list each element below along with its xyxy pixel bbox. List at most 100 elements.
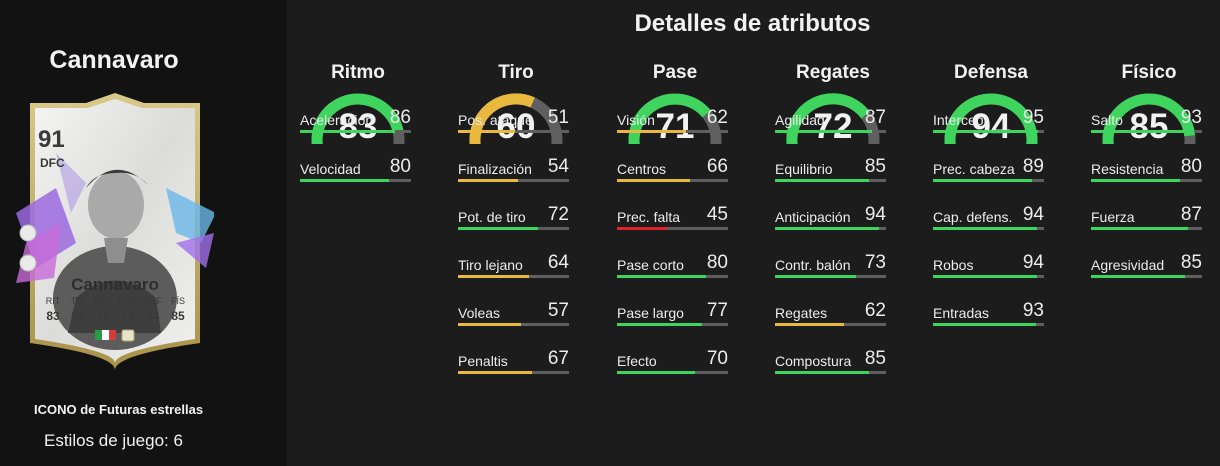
attribute-bar-track <box>617 179 728 182</box>
playstyles-count[interactable]: Estilos de juego: 6 <box>44 431 183 450</box>
attribute-name: Velocidad <box>300 161 361 177</box>
attribute-row[interactable]: Prec. falta 45 <box>617 204 728 231</box>
attribute-bar-fill <box>617 323 703 326</box>
attribute-bar-track <box>933 227 1044 230</box>
gauge-arc <box>628 93 722 144</box>
attribute-bar-fill <box>458 323 522 326</box>
gauge-fill <box>628 93 711 144</box>
category-title: Pase <box>652 62 698 83</box>
attribute-row[interactable]: Anticipación 94 <box>775 204 886 231</box>
attribute-row[interactable]: Robos 94 <box>933 252 1044 279</box>
attribute-row[interactable]: Pase largo 77 <box>617 300 728 327</box>
attribute-value: 51 <box>547 107 569 128</box>
attribute-bar-fill <box>458 275 530 278</box>
attribute-name: Agilidad <box>775 112 825 128</box>
attribute-row[interactable]: Centros 66 <box>617 156 728 183</box>
category-title: Defensa <box>954 62 1028 83</box>
gauge-fill <box>469 93 535 144</box>
attribute-row[interactable]: Efecto 70 <box>617 348 728 375</box>
attribute-row[interactable]: Salto 93 <box>1091 107 1202 134</box>
attribute-bar-track <box>617 130 728 133</box>
attribute-bar-track <box>300 179 411 182</box>
attribute-value: 93 <box>1180 107 1202 128</box>
gauge-fill <box>944 93 1038 144</box>
gauge-arc <box>311 93 405 144</box>
attribute-value: 72 <box>547 204 569 225</box>
attribute-row[interactable]: Intercep. 95 <box>933 107 1044 134</box>
category-rating: 85 <box>1129 107 1169 146</box>
attribute-row[interactable]: Finalización 54 <box>458 156 569 183</box>
card-stat-reg: REG 72 <box>115 296 141 323</box>
attribute-bar-fill <box>775 130 872 133</box>
attribute-row[interactable]: Cap. defens. 94 <box>933 204 1044 231</box>
attribute-bar-track <box>933 179 1044 182</box>
attribute-bar-track <box>458 179 569 182</box>
attribute-bar-track <box>775 371 886 374</box>
category-title: Regates <box>796 62 870 83</box>
attribute-row[interactable]: Agilidad 87 <box>775 107 886 134</box>
attribute-bar-fill <box>617 227 667 230</box>
attribute-row[interactable]: Entradas 93 <box>933 300 1044 327</box>
card-stat-tir: TIR 60 <box>65 296 91 323</box>
attribute-row[interactable]: Pos. ataque 51 <box>458 107 569 134</box>
attribute-row[interactable]: Prec. cabeza 89 <box>933 156 1044 183</box>
attribute-name: Voleas <box>458 305 501 321</box>
attribute-bar-track <box>775 275 886 278</box>
attribute-row[interactable]: Pot. de tiro 72 <box>458 204 569 231</box>
attribute-row[interactable]: Equilibrio 85 <box>775 156 886 183</box>
attribute-row[interactable]: Compostura 85 <box>775 348 886 375</box>
attribute-value: 93 <box>1022 300 1044 321</box>
attribute-row[interactable]: Resistencia 80 <box>1091 156 1202 183</box>
attribute-row[interactable]: Pase corto 80 <box>617 252 728 279</box>
page-title: Detalles de atributos <box>634 10 871 37</box>
attribute-bar-fill <box>775 371 870 374</box>
gauge-arc <box>469 93 563 144</box>
attribute-bar-track <box>300 130 411 133</box>
attribute-value: 85 <box>1180 252 1202 273</box>
category-rating: 83 <box>338 107 378 146</box>
attribute-row[interactable]: Contr. balón 73 <box>775 252 886 279</box>
attribute-row[interactable]: Tiro lejano 64 <box>458 252 569 279</box>
attribute-name: Salto <box>1091 112 1123 128</box>
card-stat-value: 83 <box>46 309 60 323</box>
attribute-bar-track <box>933 275 1044 278</box>
attribute-bar-track <box>458 323 569 326</box>
attribute-bar-track <box>775 227 886 230</box>
attribute-name: Contr. balón <box>775 257 851 273</box>
attribute-value: 94 <box>1022 204 1044 225</box>
attribute-bar-fill <box>617 371 695 374</box>
attribute-name: Equilibrio <box>775 161 833 177</box>
attribute-bar-track <box>458 227 569 230</box>
attribute-bar-fill <box>1091 275 1186 278</box>
attribute-bar-track <box>617 275 728 278</box>
attribute-name: Centros <box>617 161 667 177</box>
attribute-value: 70 <box>706 348 728 369</box>
gauge-fill <box>311 93 404 144</box>
attribute-bar-track <box>1091 130 1202 133</box>
attribute-row[interactable]: Agresividad 85 <box>1091 252 1202 279</box>
attribute-bar-track <box>458 371 569 374</box>
attribute-row[interactable]: Velocidad 80 <box>300 156 411 183</box>
attribute-bar-track <box>617 371 728 374</box>
player-card <box>16 93 214 370</box>
attribute-value: 80 <box>706 252 728 273</box>
card-rating: 91 <box>38 126 65 153</box>
attribute-value: 87 <box>864 107 886 128</box>
category-title: Ritmo <box>331 62 385 83</box>
attribute-value: 85 <box>864 348 886 369</box>
attribute-row[interactable]: Fuerza 87 <box>1091 204 1202 231</box>
attribute-row[interactable]: Regates 62 <box>775 300 886 327</box>
attribute-name: Robos <box>933 257 974 273</box>
attribute-value: 67 <box>547 348 569 369</box>
attribute-row[interactable]: Penaltis 67 <box>458 348 569 375</box>
attribute-bar-track <box>1091 179 1202 182</box>
attribute-bar-fill <box>775 323 844 326</box>
attribute-value: 64 <box>547 252 569 273</box>
attribute-value: 45 <box>706 204 728 225</box>
attribute-bar-fill <box>933 130 1039 133</box>
attribute-row[interactable]: Voleas 57 <box>458 300 569 327</box>
attribute-row[interactable]: Visión 62 <box>617 107 728 134</box>
player-panel: Cannavaro 91 DF <box>0 0 287 466</box>
attribute-bar-track <box>1091 227 1202 230</box>
attribute-row[interactable]: Aceleración 86 <box>300 107 411 134</box>
